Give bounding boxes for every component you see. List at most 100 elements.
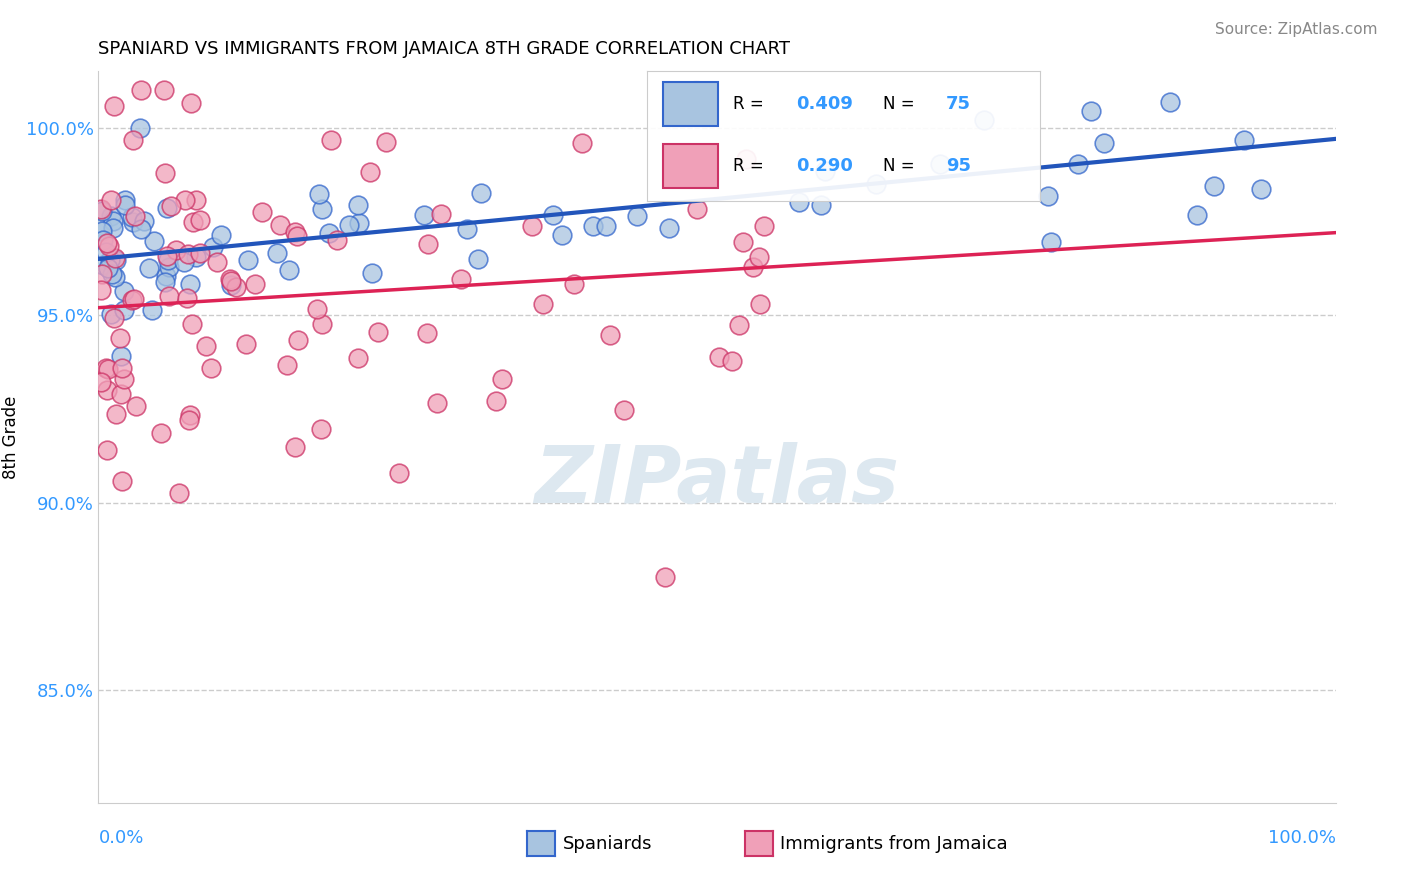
Point [138, 260, 160, 275]
Point [733, 235, 755, 250]
Point [470, 186, 492, 200]
Point [180, 96, 202, 111]
Point [179, 413, 201, 427]
Point [456, 222, 478, 236]
Point [319, 134, 342, 148]
Point [103, 310, 125, 325]
Point [416, 326, 439, 341]
Point [174, 194, 197, 208]
Point [311, 317, 333, 331]
Point [308, 187, 330, 202]
Point [278, 263, 301, 277]
Point [235, 337, 257, 351]
Point [209, 228, 232, 243]
Point [284, 440, 307, 454]
Point [190, 213, 212, 227]
Point [467, 252, 489, 267]
Point [91, 258, 114, 272]
Point [928, 157, 950, 171]
Point [165, 244, 187, 258]
Point [485, 393, 508, 408]
Point [157, 289, 180, 303]
Point [707, 350, 730, 364]
Point [104, 252, 127, 266]
Text: 100.0%: 100.0% [1268, 829, 1336, 847]
Point [155, 268, 177, 283]
Point [149, 426, 172, 441]
Point [201, 240, 224, 254]
Point [720, 354, 742, 368]
Point [311, 202, 333, 216]
Point [91, 203, 114, 218]
Point [160, 199, 183, 213]
Point [266, 245, 288, 260]
Point [430, 207, 453, 221]
Point [91, 224, 114, 238]
Point [531, 297, 554, 311]
Point [219, 274, 242, 288]
Point [541, 208, 564, 222]
Point [347, 215, 370, 229]
Point [326, 233, 349, 247]
Point [188, 246, 211, 260]
Point [1202, 179, 1225, 194]
Point [94, 361, 117, 376]
Point [112, 284, 135, 298]
Point [450, 272, 472, 286]
Point [98, 253, 121, 268]
Point [90, 202, 112, 216]
Point [285, 229, 308, 244]
Text: Source: ZipAtlas.com: Source: ZipAtlas.com [1215, 22, 1378, 37]
Point [156, 249, 179, 263]
Point [96, 235, 118, 250]
Point [103, 214, 125, 228]
Text: R =: R = [734, 95, 769, 112]
Point [129, 121, 152, 136]
Text: 95: 95 [946, 157, 972, 175]
Point [207, 255, 229, 269]
Point [360, 266, 382, 280]
Point [748, 250, 770, 264]
Point [167, 485, 190, 500]
Point [105, 407, 128, 421]
Bar [662, 82, 717, 126]
Bar [662, 144, 717, 188]
Point [412, 208, 434, 222]
Point [1233, 133, 1256, 147]
Point [551, 228, 574, 243]
Point [114, 193, 136, 207]
Text: 0.0%: 0.0% [98, 829, 143, 847]
Point [142, 234, 165, 248]
Point [112, 371, 135, 385]
Point [276, 358, 298, 372]
Point [179, 408, 201, 422]
Point [309, 422, 332, 436]
Point [177, 247, 200, 261]
Text: R =: R = [734, 157, 769, 175]
Point [626, 210, 648, 224]
Point [90, 283, 112, 297]
Point [156, 201, 179, 215]
Point [114, 198, 136, 212]
Point [110, 387, 132, 401]
Point [103, 98, 125, 112]
Text: ZIPatlas: ZIPatlas [534, 442, 900, 520]
Point [654, 570, 676, 584]
Text: Spaniards: Spaniards [562, 835, 652, 853]
Point [110, 331, 132, 345]
Point [90, 375, 112, 389]
Point [814, 164, 837, 178]
Y-axis label: 8th Grade: 8th Grade [1, 395, 20, 479]
Point [181, 215, 204, 229]
Point [346, 198, 368, 212]
Point [367, 325, 389, 339]
Point [218, 272, 240, 286]
Point [121, 293, 143, 308]
Point [685, 83, 707, 97]
Point [1159, 95, 1181, 110]
Point [100, 307, 122, 321]
Point [236, 252, 259, 267]
Point [787, 194, 810, 209]
Point [728, 318, 751, 332]
Point [491, 372, 513, 386]
